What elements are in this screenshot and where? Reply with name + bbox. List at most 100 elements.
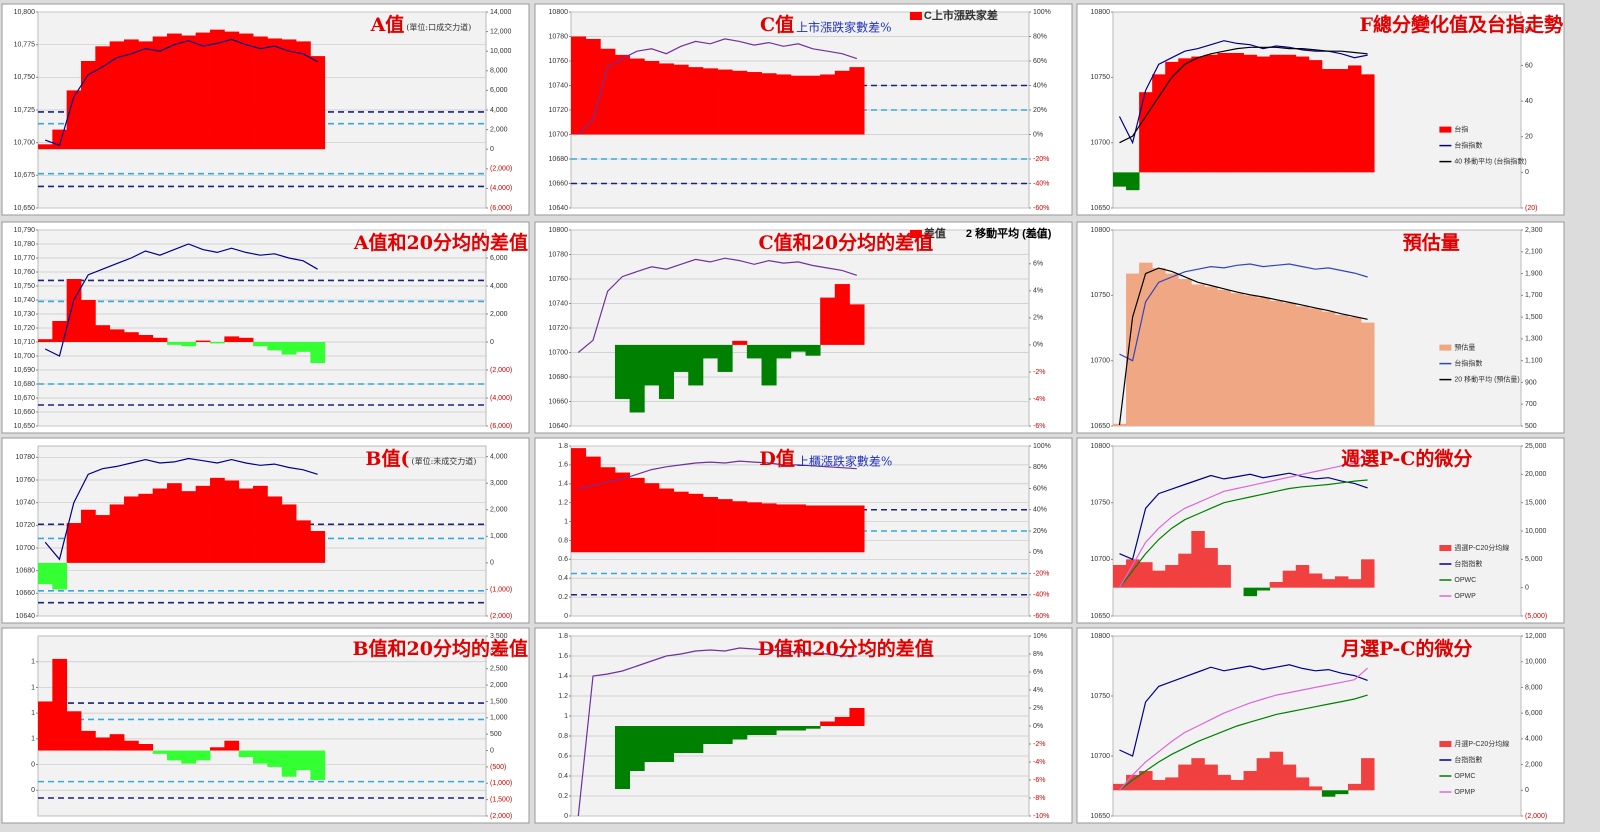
area-bar	[253, 36, 268, 150]
area-bar	[1217, 774, 1231, 791]
y-tick-label: 10780	[549, 33, 569, 40]
area-bar	[81, 509, 96, 563]
y2-tick-label: 6,000	[490, 255, 508, 262]
y-tick-label: 1.4	[558, 481, 568, 488]
area-bar	[658, 488, 674, 553]
y2-tick-label: 60	[1525, 62, 1533, 69]
y-tick-label: 10,780	[14, 241, 36, 248]
legend-swatch	[1439, 344, 1452, 351]
area-bar	[820, 721, 836, 726]
area-bar	[1308, 786, 1323, 791]
area-bar	[1178, 279, 1192, 426]
y2-tick-label: 0	[1525, 585, 1529, 592]
y2-tick-label: 0	[490, 146, 494, 153]
y-tick-label: 1	[31, 659, 35, 666]
y2-tick-label: 500	[490, 731, 502, 738]
y2-tick-label: 10,000	[1525, 528, 1547, 535]
chart-title: D值	[759, 447, 794, 470]
chart-title: B值(	[365, 447, 409, 470]
area-bar	[1191, 531, 1205, 588]
area-bar	[746, 344, 762, 359]
y-tick-label: 10680	[549, 374, 569, 381]
y-tick-label: 10700	[549, 349, 569, 356]
area-bar	[109, 41, 125, 150]
legend-label: OPMC	[1454, 773, 1475, 780]
y-tick-label: 10720	[549, 325, 569, 332]
area-bar	[644, 344, 660, 386]
area-bar	[109, 504, 125, 563]
legend-label: OPMP	[1454, 789, 1475, 796]
area-bar	[1230, 780, 1244, 791]
y-tick-label: 10800	[1091, 227, 1111, 234]
legend-swatch	[909, 12, 922, 20]
area-bar	[66, 279, 82, 342]
legend-label: 40 移動平均 (台指指數)	[1454, 156, 1526, 165]
area-bar	[124, 332, 139, 342]
y-tick-label: 10800	[549, 9, 569, 16]
y-tick-label: 10750	[1091, 693, 1111, 700]
y2-tick-label: 5,000	[1525, 556, 1543, 563]
area-bar	[152, 750, 168, 754]
area-bar	[1321, 311, 1336, 426]
y2-tick-label: 0	[1525, 169, 1529, 176]
y2-tick-label: 4,000	[1525, 736, 1543, 743]
chart-title: 週選P-C的微分	[1341, 447, 1472, 470]
area-bar	[195, 750, 211, 761]
area-bar	[658, 63, 674, 135]
area-bar	[152, 36, 168, 150]
y2-tick-label: 500	[1525, 423, 1537, 430]
y2-tick-label: 1,900	[1525, 270, 1543, 277]
y2-tick-label: 900	[1525, 379, 1537, 386]
area-bar	[1256, 587, 1271, 591]
legend-label: 20 移動平均 (預估量)	[1454, 374, 1519, 383]
area-bar	[296, 750, 311, 771]
legend-label: 預估量	[1454, 342, 1475, 351]
y-tick-label: 0.8	[558, 537, 568, 544]
line-series	[1119, 479, 1368, 589]
area-bar	[673, 491, 689, 553]
area-bar	[95, 515, 111, 563]
line-series	[1119, 694, 1368, 791]
area-bar	[1282, 302, 1297, 426]
y-tick-label: 1.6	[558, 653, 568, 660]
y-tick-label: 10,740	[14, 297, 36, 304]
y-tick-label: 0	[564, 613, 568, 620]
y2-tick-label: 2,000	[1525, 761, 1543, 768]
y2-tick-label: 3,000	[490, 649, 508, 656]
y-tick-label: 10680	[16, 568, 36, 575]
y2-tick-label: -40%	[1033, 180, 1049, 187]
y-tick-label: 10,790	[14, 227, 36, 234]
y-tick-label: 10780	[549, 251, 569, 258]
area-bar	[310, 750, 326, 780]
chart-title: C值	[760, 13, 794, 36]
area-bar	[52, 562, 68, 590]
area-bar	[310, 531, 326, 563]
y2-tick-label: 2%	[1033, 705, 1043, 712]
y2-tick-label: 60%	[1033, 485, 1047, 492]
area-bar	[95, 325, 111, 342]
legend-label: C上市漲跌家差	[924, 8, 998, 22]
y-tick-label: 1	[31, 684, 35, 691]
y-tick-label: 0	[31, 787, 35, 794]
area-bar	[1139, 262, 1153, 426]
area-bar	[38, 144, 53, 150]
y2-tick-label: 2,300	[1525, 227, 1543, 234]
area-bar	[1256, 297, 1271, 426]
area-bar	[732, 70, 748, 135]
area-bar	[761, 503, 777, 553]
area-bar	[152, 488, 168, 563]
y2-tick-label: 8%	[1033, 651, 1043, 658]
area-bar	[1256, 56, 1271, 173]
area-bar	[1139, 771, 1153, 791]
legend-label: 台指指數	[1454, 559, 1482, 568]
y2-tick-label: 0%	[1033, 131, 1043, 138]
chart-title: D值和20分均的差值	[758, 637, 934, 660]
area-bar	[585, 456, 601, 553]
y-tick-label: 10,800	[14, 9, 36, 16]
y-tick-label: 1.2	[558, 500, 568, 507]
y2-tick-label: -6%	[1033, 423, 1045, 430]
chart-title: C值和20分均的差值	[759, 231, 934, 254]
y-tick-label: 10650	[1091, 423, 1111, 430]
area-bar	[66, 90, 82, 150]
area-bar	[1256, 758, 1271, 791]
